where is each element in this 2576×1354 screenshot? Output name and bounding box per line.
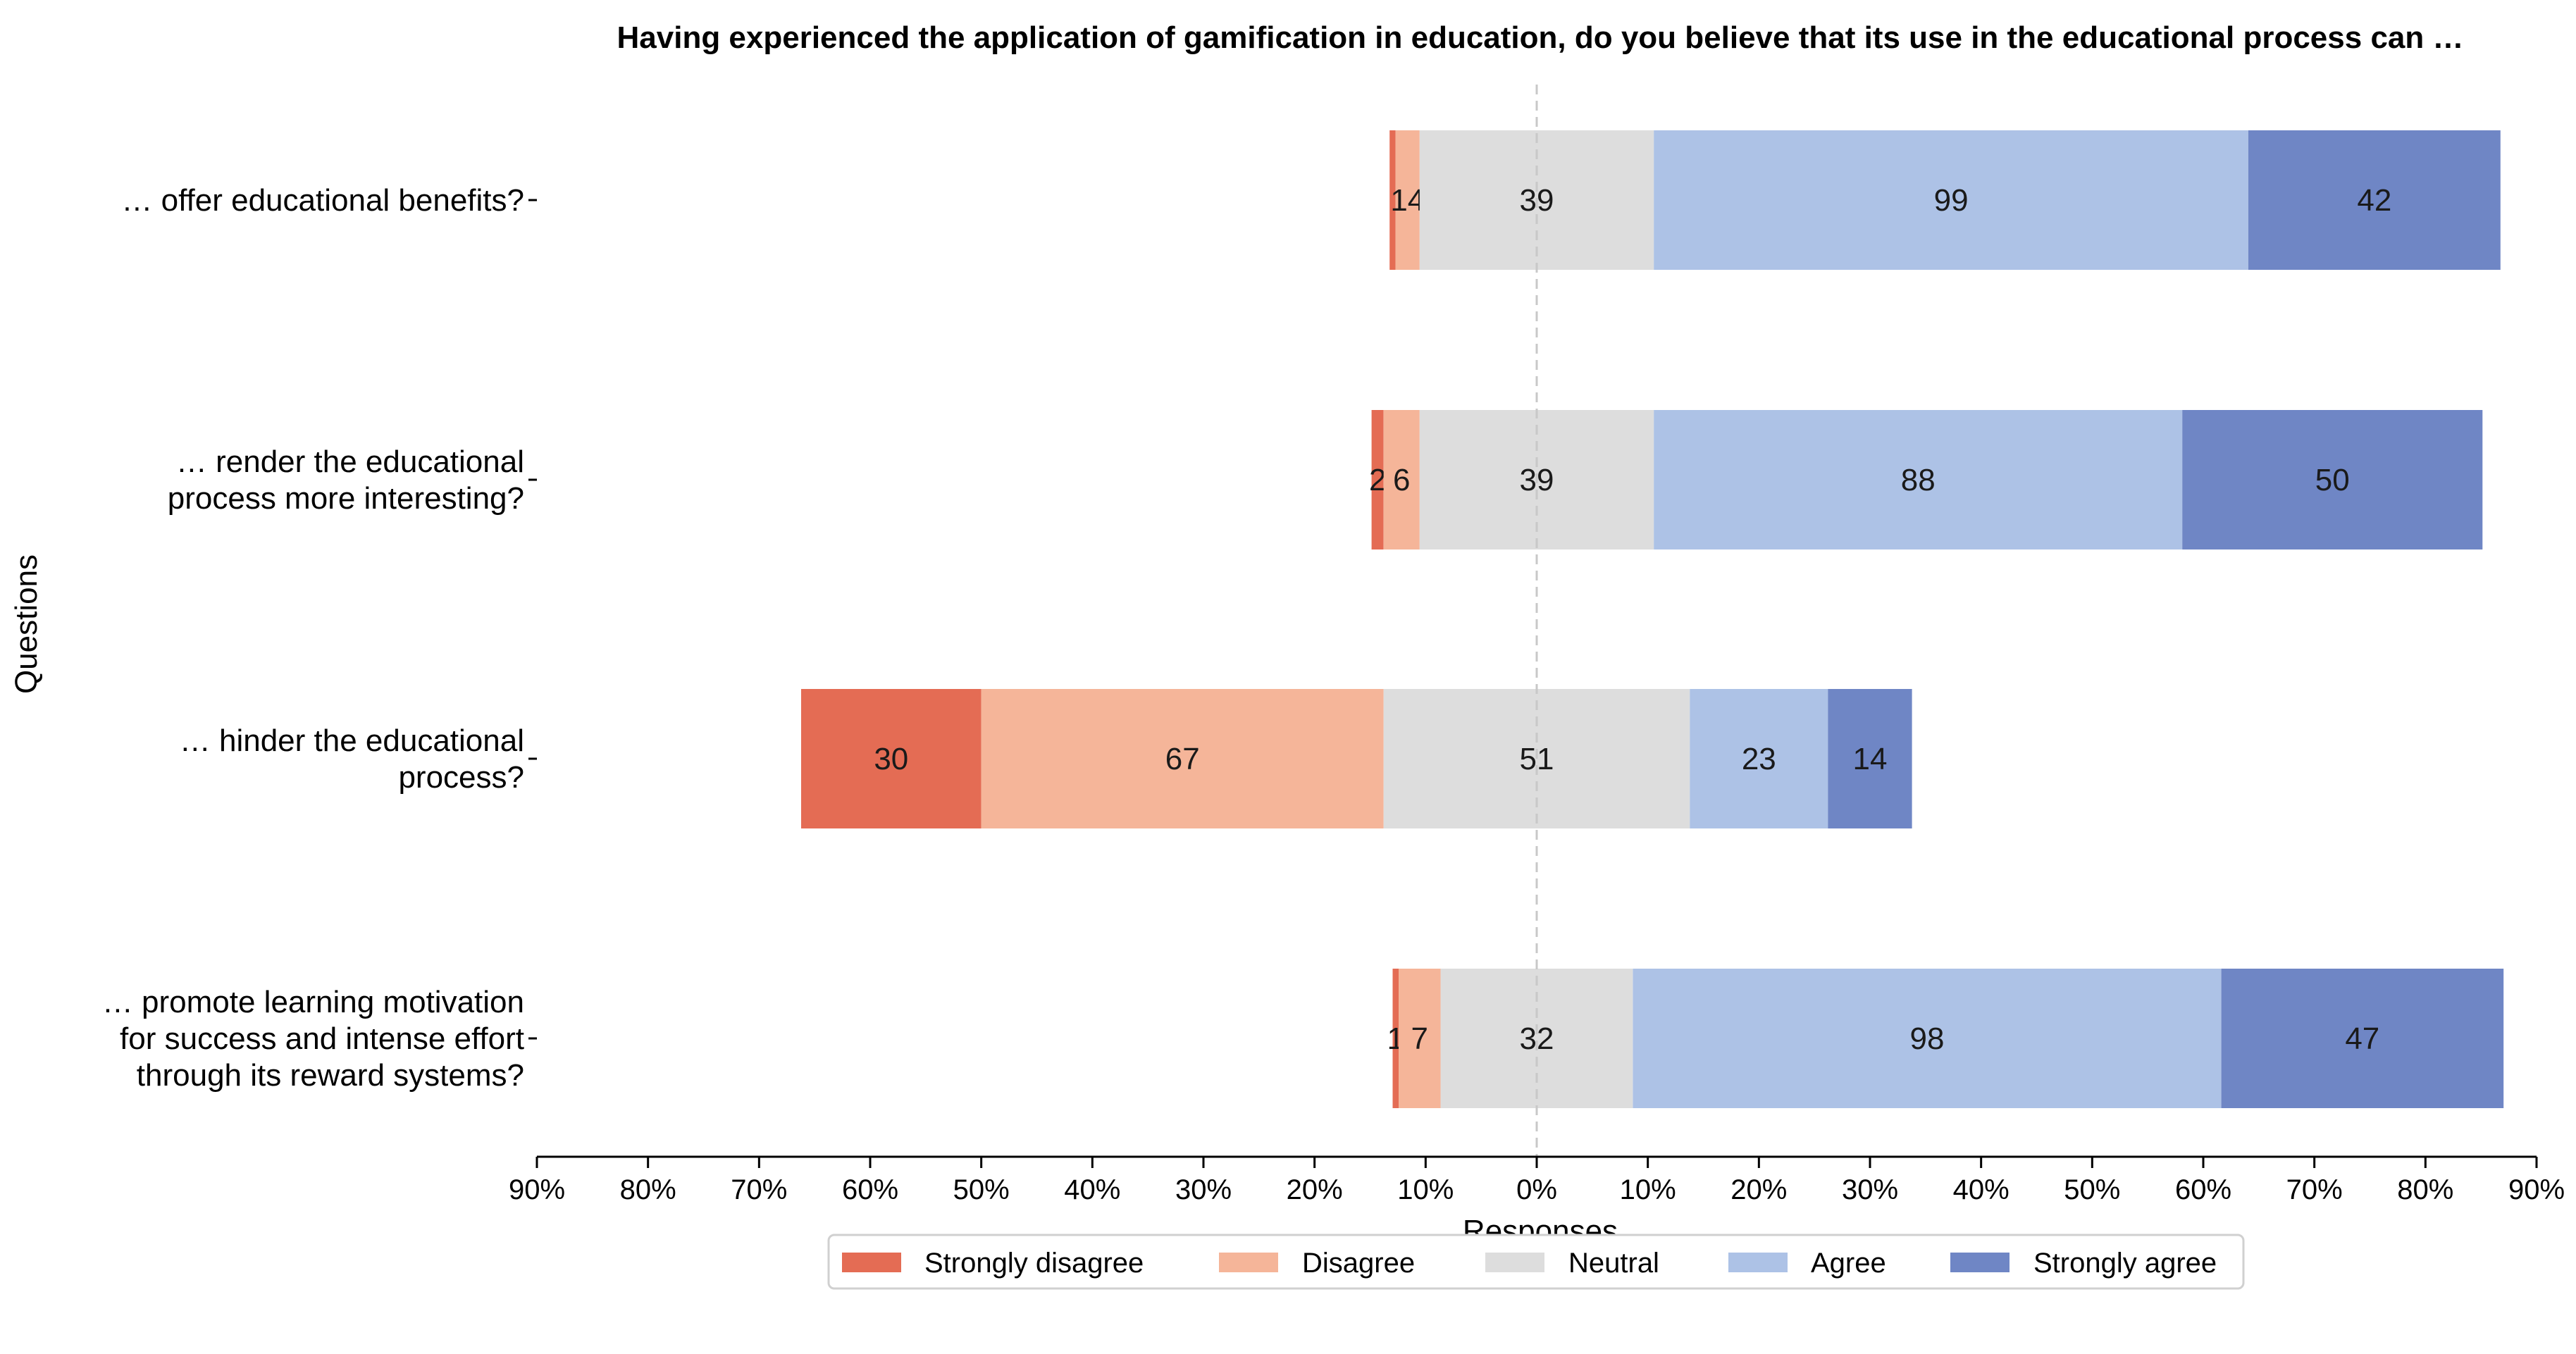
y-tick-label: … render the educational — [176, 445, 524, 479]
x-tick-label: 0% — [1516, 1174, 1557, 1205]
bar-value-label: 98 — [1910, 1021, 1945, 1056]
y-tick-label: through its reward systems? — [137, 1058, 524, 1093]
y-tick-label: … offer educational benefits? — [121, 183, 524, 218]
x-tick-label: 20% — [1730, 1174, 1787, 1205]
bar-value-label: 47 — [2345, 1021, 2379, 1056]
bar-segment — [2182, 410, 2483, 549]
bar-value-label: 88 — [1901, 463, 1936, 497]
bar-value-label: 67 — [1165, 742, 1200, 776]
bar-segment — [1690, 689, 1828, 828]
x-tick-label: 90% — [2508, 1174, 2565, 1205]
bar-value-label: 14 — [1390, 183, 1425, 218]
bar-value-label: 30 — [874, 742, 908, 776]
x-tick-label: 60% — [2175, 1174, 2231, 1205]
bar-segment — [1828, 689, 1912, 828]
bar-value-label: 99 — [1934, 183, 1969, 218]
legend-label: Disagree — [1302, 1248, 1415, 1279]
x-tick-label: 60% — [842, 1174, 898, 1205]
x-tick-label: 30% — [1175, 1174, 1232, 1205]
legend-label: Neutral — [1568, 1248, 1659, 1279]
x-tick-label: 90% — [509, 1174, 565, 1205]
bar-value-label: 50 — [2315, 463, 2350, 497]
legend-swatch — [842, 1253, 901, 1272]
x-tick-label: 30% — [1842, 1174, 1898, 1205]
x-tick-label: 80% — [2397, 1174, 2453, 1205]
legend-swatch — [1485, 1253, 1544, 1272]
legend: Strongly disagree Disagree Neutral Agree Str… — [827, 1234, 2245, 1290]
legend-label: Agree — [1811, 1248, 1886, 1279]
x-tick-label: 80% — [620, 1174, 676, 1205]
x-tick-label: 40% — [1953, 1174, 2010, 1205]
bar-segment — [1395, 130, 1420, 270]
bar-segment — [1392, 969, 1399, 1108]
bar-segment — [801, 689, 982, 828]
y-tick-label: process more interesting? — [168, 481, 524, 516]
bar-segment — [2248, 130, 2501, 270]
legend-swatch — [1728, 1253, 1788, 1272]
legend-swatch — [1950, 1253, 2010, 1272]
y-tick-label: … promote learning motivation — [102, 985, 524, 1019]
x-tick-label: 40% — [1064, 1174, 1120, 1205]
chart-title: Having experienced the application of ga… — [617, 20, 2464, 55]
bar-value-label: 23 — [1742, 742, 1776, 776]
bar-segment — [1654, 130, 2248, 270]
bar-segment — [981, 689, 1384, 828]
y-tick-label: … hinder the educational — [180, 723, 524, 758]
legend-label: Strongly disagree — [924, 1248, 1144, 1279]
bar-segment — [1371, 410, 1384, 549]
bar-segment — [2221, 969, 2504, 1108]
bar-value-label: 14 — [1853, 742, 1888, 776]
y-axis-label: Questions — [9, 554, 44, 694]
x-tick-label: 70% — [731, 1174, 787, 1205]
x-tick-label: 20% — [1287, 1174, 1343, 1205]
bar-segment — [1399, 969, 1441, 1108]
x-tick-label: 10% — [1397, 1174, 1454, 1205]
bar-value-label: 42 — [2357, 183, 2391, 218]
bar-value-label: 6 — [1393, 463, 1410, 497]
x-tick-label: 50% — [2064, 1174, 2120, 1205]
x-tick-label: 70% — [2286, 1174, 2343, 1205]
x-tick-label: 10% — [1620, 1174, 1676, 1205]
bar-value-label: 7 — [1411, 1021, 1428, 1056]
x-tick-label: 50% — [953, 1174, 1010, 1205]
bar-segment — [1389, 130, 1396, 270]
bar-segment — [1383, 410, 1420, 549]
bar-segment — [1633, 969, 2222, 1108]
bar-segment — [1654, 410, 2183, 549]
legend-label: Strongly agree — [2033, 1248, 2217, 1279]
y-tick-label: for success and intense effort — [120, 1021, 524, 1056]
bar-value-label: 2 — [1369, 463, 1386, 497]
y-tick-label: process? — [398, 760, 524, 795]
legend-swatch — [1219, 1253, 1278, 1272]
